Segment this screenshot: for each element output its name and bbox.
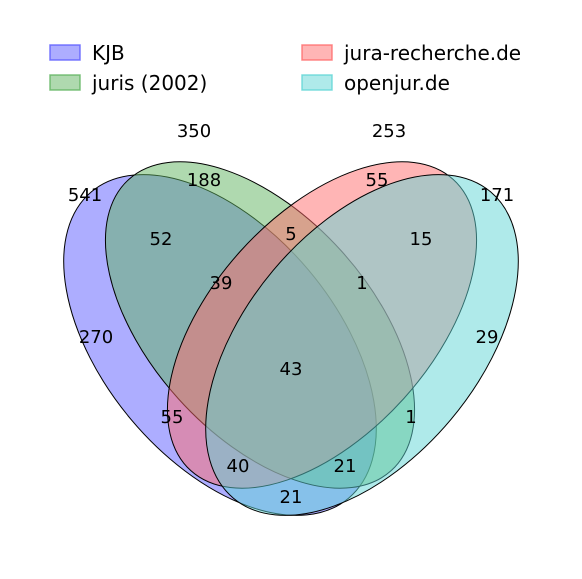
region-count-juris-jura: 5 bbox=[285, 224, 296, 245]
region-count-juris-only: 188 bbox=[187, 170, 221, 191]
legend-swatch-juris bbox=[49, 74, 81, 91]
region-count-kjb-juris-openjur: 21 bbox=[334, 456, 357, 477]
legend-label-juris: juris (2002) bbox=[91, 71, 207, 95]
legend-label-kjb: KJB bbox=[92, 41, 125, 65]
legend-swatch-kjb bbox=[49, 44, 81, 61]
legend-swatch-jura bbox=[301, 44, 333, 61]
region-count-openjur-only: 29 bbox=[476, 327, 499, 348]
region-count-kjb-jura-openjur: 40 bbox=[227, 456, 250, 477]
region-count-kjb-juris-jura: 39 bbox=[210, 273, 233, 294]
legend-swatch-openjur bbox=[301, 74, 333, 91]
set-ellipse-openjur bbox=[205, 174, 519, 516]
legend-item-jura: jura-recherche.de bbox=[301, 41, 521, 65]
region-count-kjb-juris: 52 bbox=[150, 229, 173, 250]
set-total-kjb: 541 bbox=[68, 185, 102, 206]
region-count-jura-only: 55 bbox=[366, 170, 389, 191]
region-count-kjb-openjur: 21 bbox=[280, 487, 303, 508]
set-total-juris: 350 bbox=[177, 121, 211, 142]
region-count-jura-openjur: 15 bbox=[410, 229, 433, 250]
region-count-all-four: 43 bbox=[280, 359, 303, 380]
region-count-juris-jura-openjur: 1 bbox=[356, 273, 367, 294]
region-count-kjb-only: 270 bbox=[79, 327, 113, 348]
set-total-jura: 253 bbox=[372, 121, 406, 142]
region-count-kjb-jura: 55 bbox=[161, 407, 184, 428]
region-count-juris-openjur: 1 bbox=[405, 407, 416, 428]
region-counts: 188 55 52 5 15 39 1 270 29 43 55 1 40 21… bbox=[79, 170, 499, 508]
legend-item-openjur: openjur.de bbox=[301, 71, 450, 95]
legend-label-openjur: openjur.de bbox=[344, 71, 450, 95]
set-total-openjur: 171 bbox=[480, 185, 514, 206]
legend-item-kjb: KJB bbox=[49, 41, 125, 65]
legend: KJB juris (2002) jura-recherche.de openj… bbox=[49, 41, 521, 95]
legend-label-jura: jura-recherche.de bbox=[343, 41, 521, 65]
set-totals: 541 350 253 171 bbox=[68, 121, 514, 206]
legend-item-juris: juris (2002) bbox=[49, 71, 207, 95]
venn-shapes bbox=[63, 161, 519, 516]
